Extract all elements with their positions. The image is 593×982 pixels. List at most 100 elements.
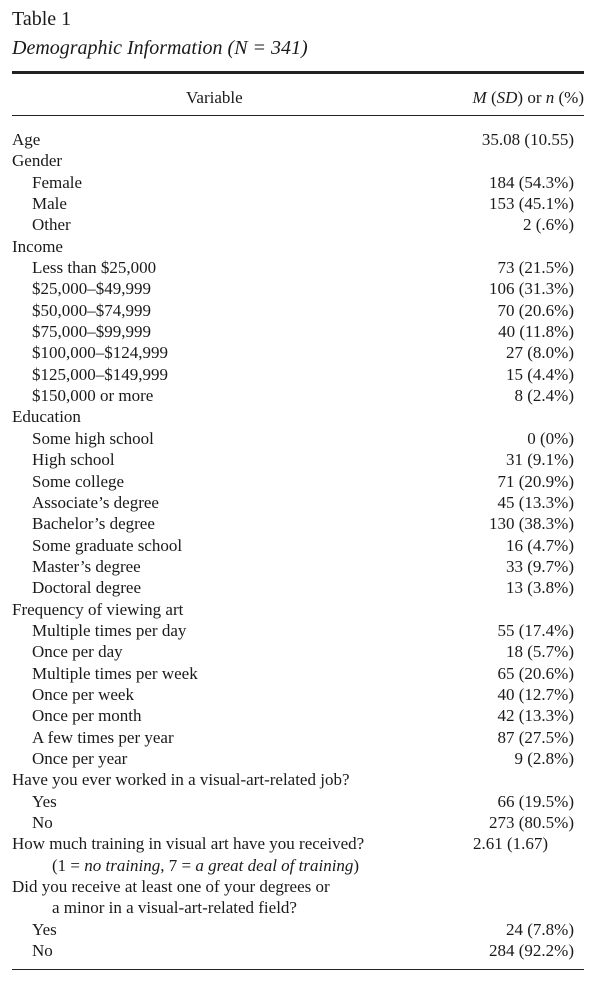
row-value: 65 (20.6%) <box>497 663 574 683</box>
table-row: High school 31 (9.1%) <box>12 449 584 470</box>
table-row: $150,000 or more 8 (2.4%) <box>12 385 584 406</box>
table-row: Have you ever worked in a visual-art-rel… <box>12 769 584 790</box>
row-label: Multiple times per week <box>32 663 198 683</box>
row-label: Female <box>32 172 83 192</box>
row-value: 15 (4.4%) <box>506 364 574 384</box>
table-row: Multiple times per week 65 (20.6%) <box>12 663 584 684</box>
table-row: Associate’s degree 45 (13.3%) <box>12 492 584 513</box>
table-row: $100,000–$124,999 27 (8.0%) <box>12 342 584 363</box>
row-value: 8 (2.4%) <box>514 386 574 406</box>
table-row: Gender <box>12 150 584 171</box>
table-row: Doctoral degree 13 (3.8%) <box>12 577 584 598</box>
row-label: Gender <box>12 151 63 171</box>
row-label: Some high school <box>32 428 154 448</box>
row-label: Master’s degree <box>32 556 141 576</box>
top-rule <box>12 71 584 74</box>
row-value: 153 (45.1%) <box>489 194 574 214</box>
row-label: Education <box>12 407 81 427</box>
row-value: 18 (5.7%) <box>506 642 574 662</box>
row-value: 27 (8.0%) <box>506 343 574 363</box>
row-label: Multiple times per day <box>32 620 187 640</box>
row-value: 2 (.6%) <box>523 215 574 235</box>
row-label: No <box>32 941 53 961</box>
row-label: Yes <box>32 919 57 939</box>
row-value: 42 (13.3%) <box>497 706 574 726</box>
row-value: 0 (0%) <box>527 428 574 448</box>
row-label: Frequency of viewing art <box>12 599 184 619</box>
table-row: Once per year 9 (2.8%) <box>12 748 584 769</box>
table-row: Age 35.08 (10.55) <box>12 129 584 150</box>
table-row: No 273 (80.5%) <box>12 812 584 833</box>
table-row: Income <box>12 236 584 257</box>
table-row: Some graduate school 16 (4.7%) <box>12 535 584 556</box>
row-value: 24 (7.8%) <box>506 919 574 939</box>
row-label: (1 = no training, 7 = a great deal of tr… <box>52 855 360 875</box>
row-label: No <box>32 813 53 832</box>
table-title: Demographic Information (N = 341) <box>12 37 308 59</box>
table-row: Frequency of viewing art <box>12 599 584 620</box>
table-row: Some college 71 (20.9%) <box>12 471 584 492</box>
row-label: Bachelor’s degree <box>32 514 155 534</box>
table-row: $75,000–$99,999 40 (11.8%) <box>12 321 584 342</box>
table-row: Master’s degree 33 (9.7%) <box>12 556 584 577</box>
row-label: $50,000–$74,999 <box>32 300 151 320</box>
table-row: Bachelor’s degree 130 (38.3%) <box>12 513 584 534</box>
table-row: Did you receive at least one of your deg… <box>12 876 584 897</box>
row-label: High school <box>32 450 115 470</box>
table-body: Age 35.08 (10.55) Gender Female 184 (54.3%) M… <box>12 129 584 961</box>
row-label: Income <box>12 236 63 256</box>
row-value: 33 (9.7%) <box>506 556 574 576</box>
table-row: $50,000–$74,999 70 (20.6%) <box>12 300 584 321</box>
table-number: Table 1 <box>12 8 72 30</box>
row-label: Some graduate school <box>32 535 183 555</box>
table-row: Male 153 (45.1%) <box>12 193 584 214</box>
row-value: 55 (17.4%) <box>497 620 574 640</box>
table-row: $125,000–$149,999 15 (4.4%) <box>12 364 584 385</box>
row-value: 273 (80.5%) <box>489 813 574 832</box>
row-label: Once per day <box>32 642 123 662</box>
table-row: Other 2 (.6%) <box>12 214 584 235</box>
table-row: Female 184 (54.3%) <box>12 172 584 193</box>
row-value: 284 (92.2%) <box>489 941 574 961</box>
table-row: Yes 24 (7.8%) <box>12 919 584 940</box>
row-label: Once per year <box>32 748 128 768</box>
row-label: Yes <box>32 791 57 811</box>
table-row: Once per week 40 (12.7%) <box>12 684 584 705</box>
row-value: 40 (11.8%) <box>498 322 574 342</box>
table-row: $25,000–$49,999 106 (31.3%) <box>12 278 584 299</box>
table-row: Less than $25,000 73 (21.5%) <box>12 257 584 278</box>
row-value: 9 (2.8%) <box>514 748 574 768</box>
row-label: Once per week <box>32 684 134 704</box>
table-row: No 284 (92.2%) <box>12 940 584 961</box>
bottom-rule <box>12 969 584 970</box>
table-row: a minor in a visual-art-related field? <box>12 897 584 918</box>
table-row: A few times per year 87 (27.5%) <box>12 727 584 748</box>
row-label: $25,000–$49,999 <box>32 279 151 299</box>
row-value: 73 (21.5%) <box>497 258 574 278</box>
row-value: 2.61 (1.67) <box>473 834 549 854</box>
row-label: Male <box>32 194 67 214</box>
row-label: $125,000–$149,999 <box>32 364 168 384</box>
table-row: Once per month 42 (13.3%) <box>12 705 584 726</box>
row-value: 16 (4.7%) <box>506 535 574 555</box>
row-label: Age <box>12 130 41 149</box>
column-header-statistics: M (SD) or n (%) <box>472 88 584 107</box>
row-label: Other <box>32 215 71 235</box>
header-rule <box>12 115 584 116</box>
row-value: 130 (38.3%) <box>489 514 574 534</box>
table-row: Yes 66 (19.5%) <box>12 791 584 812</box>
row-value: 87 (27.5%) <box>497 727 574 747</box>
row-label: How much training in visual art have you… <box>12 834 365 854</box>
row-label: Some college <box>32 471 125 491</box>
row-label: Associate’s degree <box>32 492 159 512</box>
row-label: Have you ever worked in a visual-art-rel… <box>12 770 350 790</box>
row-label: Did you receive at least one of your deg… <box>12 877 330 897</box>
row-label: a minor in a visual-art-related field? <box>52 898 297 918</box>
table-row: Some high school 0 (0%) <box>12 428 584 449</box>
row-value: 71 (20.9%) <box>497 471 574 491</box>
table-row: (1 = no training, 7 = a great deal of tr… <box>12 855 584 876</box>
row-value: 35.08 (10.55) <box>481 130 574 149</box>
row-label: $100,000–$124,999 <box>32 343 168 363</box>
row-label: A few times per year <box>32 727 174 747</box>
